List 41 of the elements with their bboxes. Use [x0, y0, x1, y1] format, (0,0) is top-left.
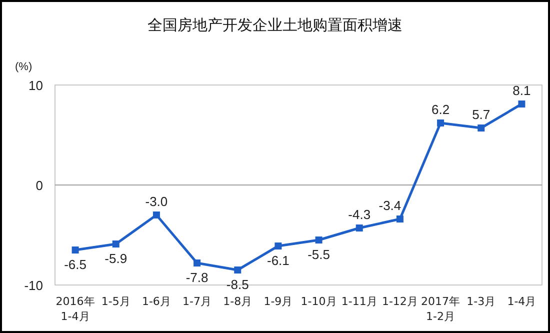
text: -5.5 — [308, 247, 330, 262]
text: -5.9 — [104, 251, 128, 266]
chart-title: 全国房地产开发企业土地购置面积增速 — [148, 16, 402, 34]
x-tick-label: 1-7月 — [182, 295, 212, 308]
text: 6.2 — [432, 102, 450, 117]
point — [152, 212, 160, 218]
text: -3.0 — [145, 194, 168, 209]
point — [315, 236, 322, 244]
y-axis-title: (%) — [15, 61, 32, 73]
point — [72, 246, 79, 254]
y-tick-label: -10 — [24, 278, 43, 293]
x-tick-label: 2017年 1-2月 — [421, 295, 460, 323]
point — [274, 242, 282, 250]
text: -8.5 — [226, 277, 249, 292]
y-tick-label: 10 — [28, 78, 43, 93]
x-tick-label: 1-8月 — [223, 295, 252, 308]
x-tick-label: 2016年 1-4月 — [56, 295, 95, 323]
x-tick-label: 1-5月 — [101, 295, 130, 308]
text: -6.1 — [267, 253, 290, 268]
text: -3.4 — [378, 198, 402, 213]
point — [396, 216, 404, 222]
x-tick-label: 1-12月 — [382, 295, 418, 308]
x-tick-label: 1-11月 — [341, 295, 378, 308]
point — [518, 100, 526, 108]
point — [234, 266, 242, 274]
text: -6.5 — [64, 257, 86, 272]
point — [356, 224, 363, 232]
x-tick-label: 1-9月 — [264, 295, 293, 308]
x-tick-label: 1-4月 — [507, 295, 536, 308]
point — [478, 124, 485, 132]
text: 8.1 — [512, 83, 531, 98]
point — [112, 240, 120, 248]
x-tick-label: 1-10月 — [300, 295, 337, 308]
x-tick-label: 1-3月 — [466, 295, 496, 308]
text: -4.3 — [348, 207, 371, 222]
y-tick-label: 0 — [36, 178, 43, 193]
point — [437, 120, 444, 126]
point — [194, 260, 201, 266]
text: -7.8 — [186, 270, 208, 285]
x-tick-label: 1-6月 — [142, 295, 171, 308]
text: 5.7 — [472, 107, 490, 122]
